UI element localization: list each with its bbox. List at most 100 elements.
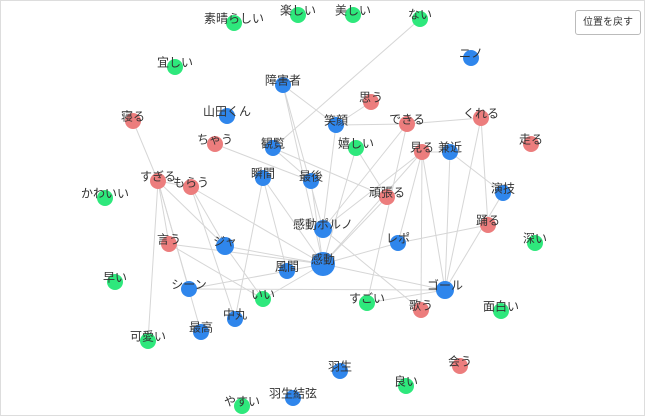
node-label: 瞬間 [251, 167, 275, 181]
edge [322, 151, 423, 265]
edge [214, 143, 312, 182]
node[interactable] [226, 15, 242, 31]
edge [282, 84, 324, 230]
node-label: 会う [448, 355, 472, 369]
node[interactable] [332, 363, 348, 379]
node[interactable] [303, 173, 319, 189]
edge [449, 151, 504, 194]
node[interactable] [140, 333, 156, 349]
node-label: 風間 [275, 260, 299, 274]
node[interactable] [183, 179, 199, 195]
node[interactable] [181, 281, 197, 297]
node-label: シーン [171, 278, 206, 292]
node-label: 笑顔 [324, 113, 348, 128]
node[interactable] [452, 358, 468, 374]
node[interactable] [399, 116, 415, 132]
edge [420, 151, 423, 311]
node[interactable] [290, 7, 306, 23]
node[interactable] [265, 140, 281, 156]
edge [322, 123, 408, 230]
node-label: 感動 [311, 252, 335, 267]
node[interactable] [275, 77, 291, 93]
edge [322, 124, 337, 230]
node[interactable] [523, 136, 539, 152]
node[interactable] [473, 110, 489, 126]
node[interactable] [227, 311, 243, 327]
node[interactable] [150, 173, 166, 189]
node-label: ちゃう [197, 133, 233, 147]
node-label: 早い [103, 271, 127, 285]
node[interactable] [161, 236, 177, 252]
node[interactable] [255, 291, 271, 307]
node-label: やすい [224, 395, 260, 409]
edge [157, 180, 170, 245]
node[interactable] [125, 113, 141, 129]
node-label: 感動ポルノ [293, 217, 353, 232]
node[interactable] [311, 252, 335, 276]
reset-position-button[interactable]: 位置を戻す [575, 10, 641, 35]
node-label: 演技 [491, 181, 515, 196]
edge [262, 177, 324, 265]
node-label: ゴール [427, 278, 463, 293]
node[interactable] [167, 59, 183, 75]
node[interactable] [495, 185, 511, 201]
node[interactable] [107, 274, 123, 290]
node-label: 宜しい [157, 55, 193, 70]
node[interactable] [345, 7, 361, 23]
node[interactable] [255, 170, 271, 186]
node-label: すごい [349, 291, 385, 306]
node-label: ニノ [459, 47, 483, 61]
node-label: 踊る [476, 214, 500, 228]
node[interactable] [207, 136, 223, 152]
edge [272, 147, 388, 198]
edge [188, 288, 446, 291]
edge [444, 151, 451, 291]
node[interactable] [390, 235, 406, 251]
edge [132, 120, 159, 182]
edge [406, 117, 482, 125]
node[interactable] [493, 303, 509, 319]
node-label: 見る [410, 141, 434, 155]
node[interactable] [285, 390, 301, 406]
node-label: レポ [386, 232, 410, 246]
node[interactable] [412, 11, 428, 27]
node-label: ない [408, 8, 432, 22]
node[interactable] [413, 302, 429, 318]
edge [190, 186, 236, 320]
node-label: もらう [173, 176, 209, 190]
node[interactable] [193, 324, 209, 340]
node[interactable] [398, 378, 414, 394]
node[interactable] [480, 217, 496, 233]
node-label: 面白い [483, 299, 519, 314]
node-label: 羽生結弦 [269, 386, 317, 401]
node[interactable] [359, 295, 375, 311]
edge [147, 180, 159, 342]
node[interactable] [97, 190, 113, 206]
node-label: いい [251, 288, 275, 302]
node[interactable] [527, 235, 543, 251]
node[interactable] [234, 398, 250, 414]
node[interactable] [463, 50, 479, 66]
node-label: 歌う [409, 298, 433, 313]
node[interactable] [328, 117, 344, 133]
edge [322, 228, 422, 311]
edge [272, 147, 312, 182]
node[interactable] [414, 144, 430, 160]
node[interactable] [436, 281, 454, 299]
edge [322, 147, 357, 265]
node[interactable] [219, 108, 235, 124]
node[interactable] [279, 263, 295, 279]
node-label: 良い [394, 374, 418, 389]
node[interactable] [216, 237, 234, 255]
node[interactable] [348, 140, 364, 156]
node-label: 思う [359, 91, 383, 105]
node-label: 障害者 [265, 73, 301, 88]
node[interactable] [314, 220, 332, 238]
node[interactable] [379, 189, 395, 205]
edge [262, 177, 288, 272]
node[interactable] [363, 94, 379, 110]
node-label: できる [389, 113, 425, 127]
edge [157, 180, 202, 333]
node[interactable] [442, 144, 458, 160]
